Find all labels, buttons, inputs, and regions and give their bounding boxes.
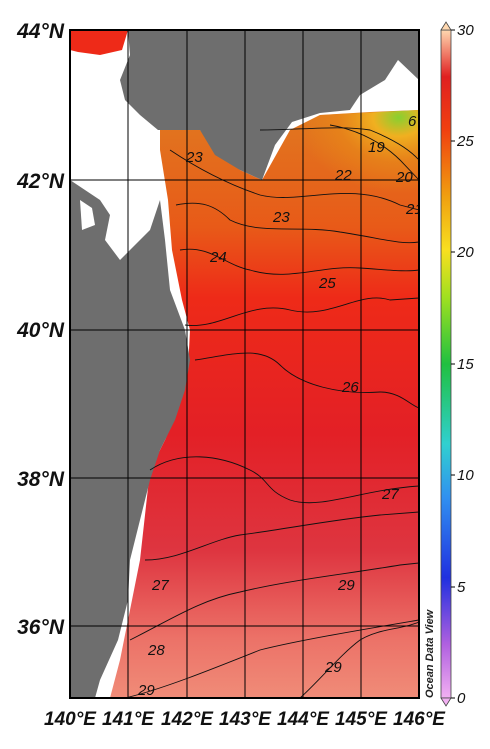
colorbar-label: 25 xyxy=(456,133,474,150)
contour-label: 22 xyxy=(334,167,352,184)
contour-label: 23 xyxy=(185,149,203,166)
lat-label: 36°N xyxy=(17,616,65,639)
colorbar-bottom-arrow xyxy=(440,697,452,707)
colorbar-ticks xyxy=(451,29,455,699)
lon-label: 144°E xyxy=(277,709,330,730)
lon-label: 146°E xyxy=(393,709,446,730)
contour-label: 27 xyxy=(151,577,169,594)
lat-label: 40°N xyxy=(16,319,65,342)
honshu-land xyxy=(70,180,190,698)
contour-label: 25 xyxy=(318,275,336,292)
contour-label: 24 xyxy=(209,249,227,266)
warm-core-fill xyxy=(215,110,419,260)
contour-label: 29 xyxy=(137,682,155,699)
colorbar xyxy=(440,29,452,699)
contour-label: 29 xyxy=(337,577,355,594)
colorbar-label: 20 xyxy=(456,244,474,261)
colorbar-label: 15 xyxy=(457,356,474,373)
colorbar-top-arrow xyxy=(440,21,452,31)
colorbar-label: 10 xyxy=(457,467,474,484)
map-frame xyxy=(69,29,420,699)
lon-label: 140°E xyxy=(44,709,97,730)
colorbar-label: 0 xyxy=(457,690,466,707)
white-strait xyxy=(80,200,95,230)
colorbar-label: 5 xyxy=(457,579,466,596)
contour-label: 19 xyxy=(368,139,385,156)
colorbar-label: 30 xyxy=(457,22,474,39)
contour-label: 26 xyxy=(341,379,359,396)
lat-label: 42°N xyxy=(16,170,65,193)
graticule xyxy=(70,30,419,698)
lon-label: 143°E xyxy=(219,709,272,730)
ocean-data-view-credit: Ocean Data View xyxy=(424,608,436,698)
contour-lines xyxy=(124,124,419,698)
lon-label: 145°E xyxy=(335,709,388,730)
red-patch-north xyxy=(70,30,128,55)
map-body: 23 22 19 20 21 6 23 24 25 26 27 27 28 29… xyxy=(70,30,423,699)
contour-label: 28 xyxy=(147,642,165,659)
lon-label: 141°E xyxy=(102,709,155,730)
contour-label: 23 xyxy=(272,209,290,226)
hokkaido-land xyxy=(120,30,419,180)
contour-label: 20 xyxy=(395,169,413,186)
lat-label: 38°N xyxy=(17,468,65,491)
contour-label: 21 xyxy=(405,201,423,218)
contour-label: 27 xyxy=(381,486,399,503)
contour-label: 29 xyxy=(324,659,342,676)
contour-label: 6 xyxy=(408,113,417,130)
lon-label: 142°E xyxy=(161,709,214,730)
lat-label: 44°N xyxy=(16,20,65,43)
